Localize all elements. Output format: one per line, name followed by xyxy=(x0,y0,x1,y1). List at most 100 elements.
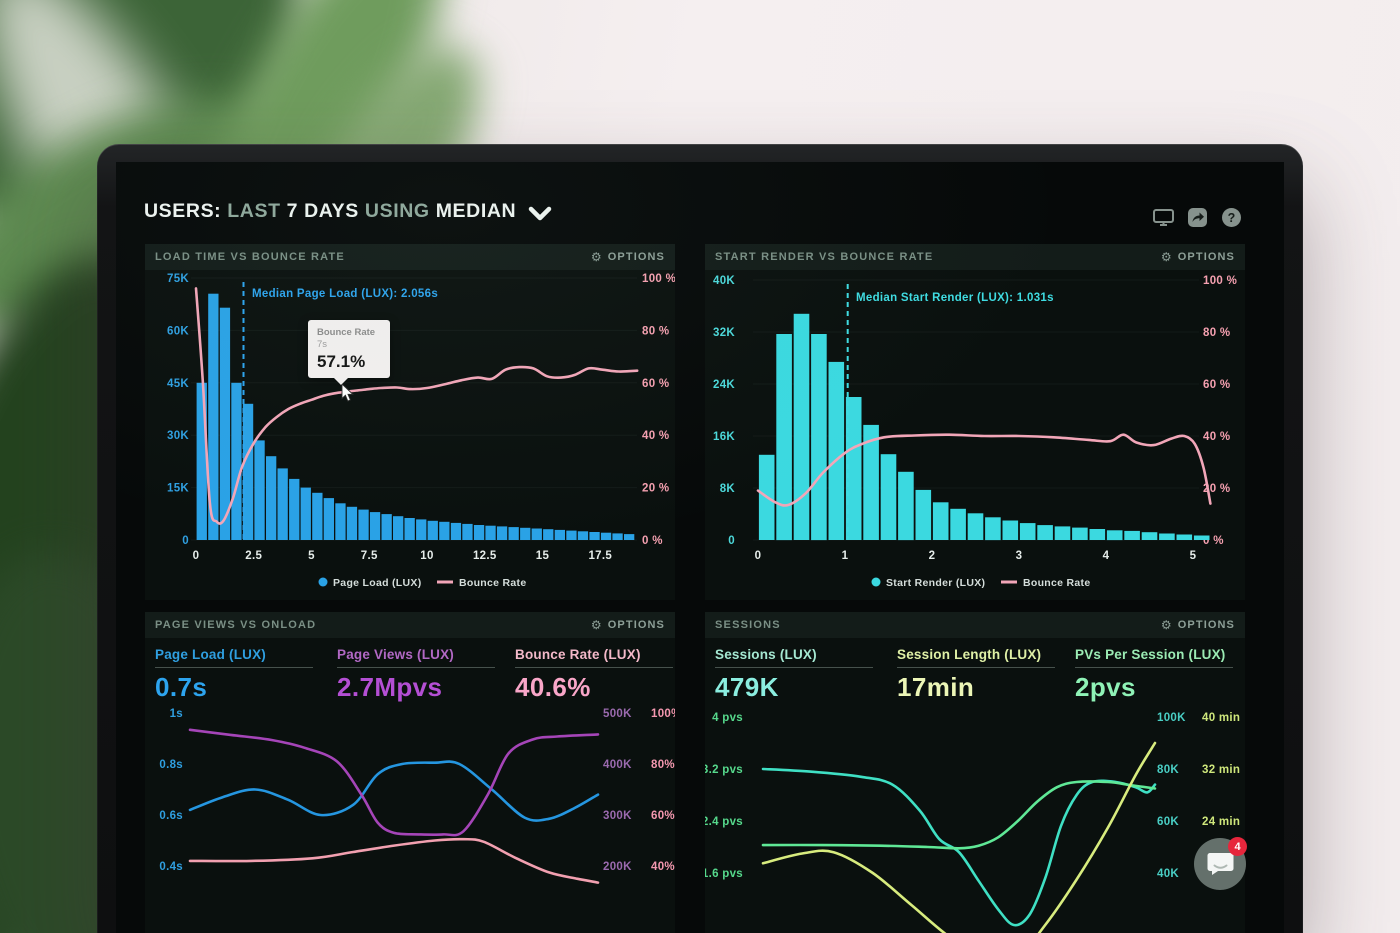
histogram-bar[interactable] xyxy=(1037,525,1053,540)
title-part: 7 DAYS xyxy=(280,200,359,222)
metric-value: 40.6% xyxy=(515,672,591,702)
time-range-selector[interactable]: USERS: LAST 7 DAYS USING MEDIAN xyxy=(144,200,552,223)
histogram-bar[interactable] xyxy=(450,522,462,540)
histogram-bar[interactable] xyxy=(1106,530,1123,541)
chat-launcher[interactable]: 4 xyxy=(1194,837,1247,890)
histogram-bar[interactable] xyxy=(898,471,914,541)
histogram-bar[interactable] xyxy=(208,293,219,540)
legend-label[interactable]: Bounce Rate xyxy=(1023,577,1090,589)
histogram-bar[interactable] xyxy=(508,527,519,540)
panel-header: LOAD TIME VS BOUNCE RATE ⚙ OPTIONS xyxy=(145,244,675,270)
histogram-bar[interactable] xyxy=(242,403,254,540)
metric-page-views-lux-: Page Views (LUX) 2.7Mpvs xyxy=(337,647,505,703)
histogram-bar[interactable] xyxy=(254,440,265,540)
histogram-bar[interactable] xyxy=(1176,534,1193,541)
panel-title: START RENDER VS BOUNCE RATE xyxy=(715,251,934,263)
y-axis-right-label: 0 % xyxy=(642,535,663,547)
histogram-bar[interactable] xyxy=(1124,530,1140,540)
histogram-bar[interactable] xyxy=(1019,523,1036,540)
metric-value: 0.7s xyxy=(155,672,208,702)
histogram-bar[interactable] xyxy=(793,313,810,540)
histogram-bar[interactable] xyxy=(277,468,288,540)
histogram-bar[interactable] xyxy=(369,512,381,540)
histogram-bar[interactable] xyxy=(1141,532,1158,540)
histogram-bar[interactable] xyxy=(496,526,508,540)
histogram-bar[interactable] xyxy=(811,334,827,541)
histogram-bar[interactable] xyxy=(589,532,600,540)
help-icon[interactable]: ? xyxy=(1220,206,1243,229)
histogram-bar[interactable] xyxy=(600,532,612,540)
histogram-bar[interactable] xyxy=(231,382,242,540)
panel-sessions: SESSIONS ⚙ OPTIONS Sessions (LUX) 479K Ses… xyxy=(705,612,1245,933)
histogram-bar[interactable] xyxy=(266,456,277,540)
histogram-bar[interactable] xyxy=(335,503,346,540)
y-axis-left-label: 32K xyxy=(713,327,735,339)
histogram-bar[interactable] xyxy=(612,533,623,540)
histogram-bar[interactable] xyxy=(880,454,897,540)
options-label: OPTIONS xyxy=(607,251,665,263)
histogram-bar[interactable] xyxy=(1072,527,1088,540)
histogram-bar[interactable] xyxy=(346,506,358,540)
options-button[interactable]: ⚙ OPTIONS xyxy=(591,251,665,263)
histogram-bar[interactable] xyxy=(554,529,565,540)
histogram-bar[interactable] xyxy=(1089,529,1106,540)
histogram-bar[interactable] xyxy=(915,489,932,540)
histogram-bar[interactable] xyxy=(967,513,984,540)
histogram-bar[interactable] xyxy=(323,498,334,540)
y-axis-left-label: 1s xyxy=(170,708,183,720)
histogram-bar[interactable] xyxy=(985,517,1001,541)
options-button[interactable]: ⚙ OPTIONS xyxy=(591,619,665,631)
histogram-bar[interactable] xyxy=(485,525,496,540)
histogram-bar[interactable] xyxy=(828,361,845,540)
histogram-bar[interactable] xyxy=(776,334,792,541)
options-button[interactable]: ⚙ OPTIONS xyxy=(1161,619,1235,631)
metric-divider xyxy=(1075,667,1233,668)
histogram-bar[interactable] xyxy=(932,502,949,540)
histogram-bar[interactable] xyxy=(381,514,392,540)
histogram-bar[interactable] xyxy=(845,397,862,540)
histogram-bar[interactable] xyxy=(393,516,404,540)
display-icon[interactable] xyxy=(1152,206,1175,229)
histogram-bar[interactable] xyxy=(624,534,635,540)
histogram-bar[interactable] xyxy=(543,529,554,540)
histogram-bar[interactable] xyxy=(462,523,473,540)
histogram-bar[interactable] xyxy=(577,531,589,540)
histogram-bar[interactable] xyxy=(196,382,207,540)
x-axis-label: 3 xyxy=(1016,550,1023,562)
metric-label: Page Views (LUX) xyxy=(337,647,454,662)
histogram-bar[interactable] xyxy=(312,492,323,540)
histogram-bar[interactable] xyxy=(566,530,577,540)
histogram-bar[interactable] xyxy=(1002,520,1019,541)
histogram-bar[interactable] xyxy=(416,519,427,540)
histogram-bar[interactable] xyxy=(1159,533,1175,541)
legend-label[interactable]: Start Render (LUX) xyxy=(886,577,985,589)
panel-title: LOAD TIME VS BOUNCE RATE xyxy=(155,251,345,263)
gear-icon: ⚙ xyxy=(590,250,603,264)
options-button[interactable]: ⚙ OPTIONS xyxy=(1161,251,1235,263)
histogram-bar[interactable] xyxy=(473,525,485,540)
histogram-bar[interactable] xyxy=(531,528,542,541)
histogram-bar[interactable] xyxy=(219,307,231,540)
y-axis-right-label: 80% xyxy=(651,759,675,771)
panel-page-views-vs-onload: PAGE VIEWS VS ONLOAD ⚙ OPTIONS Page Load… xyxy=(145,612,675,933)
histogram-bar[interactable] xyxy=(950,508,966,540)
histogram-bar[interactable] xyxy=(289,478,300,540)
panel-title: SESSIONS xyxy=(715,619,781,631)
histogram-bar[interactable] xyxy=(1193,535,1210,541)
histogram-bar[interactable] xyxy=(863,424,879,540)
x-axis-label: 2.5 xyxy=(245,550,262,562)
histogram-bar[interactable] xyxy=(520,527,531,540)
histogram-bar[interactable] xyxy=(427,520,438,540)
share-icon[interactable] xyxy=(1186,206,1209,229)
x-axis-label: 12.5 xyxy=(473,550,497,562)
histogram-bar[interactable] xyxy=(358,509,369,540)
histogram-bar[interactable] xyxy=(404,518,415,540)
legend-label[interactable]: Page Load (LUX) xyxy=(333,577,422,589)
gear-icon: ⚙ xyxy=(1160,618,1173,632)
histogram-bar[interactable] xyxy=(1054,526,1071,540)
histogram-bar[interactable] xyxy=(439,521,450,540)
metric-divider xyxy=(715,667,873,668)
histogram-bar[interactable] xyxy=(300,487,311,540)
dashboard-header: USERS: LAST 7 DAYS USING MEDIAN xyxy=(144,200,1248,236)
legend-label[interactable]: Bounce Rate xyxy=(459,577,526,589)
